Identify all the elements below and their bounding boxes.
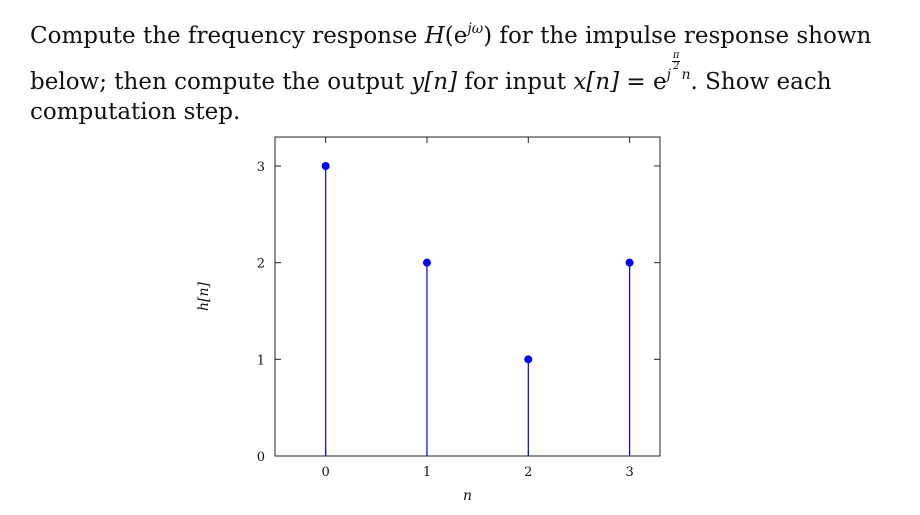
math-e: (e bbox=[444, 23, 468, 49]
y-tick-label: 3 bbox=[257, 160, 265, 175]
y-tick-label: 1 bbox=[257, 353, 265, 368]
fraction-denominator: 2 bbox=[673, 61, 680, 72]
y-tick-label: 2 bbox=[257, 257, 265, 272]
y-tick-label: 0 bbox=[257, 450, 265, 465]
math-H: H bbox=[424, 23, 445, 49]
problem-text: for the impulse response shown bbox=[492, 23, 872, 49]
math-equals-e: = e bbox=[619, 69, 667, 95]
stem-marker bbox=[321, 162, 330, 170]
problem-line-2: below; then compute the output y[n] for … bbox=[30, 51, 890, 97]
fraction-numerator: π bbox=[671, 50, 681, 62]
x-tick-label: 0 bbox=[322, 465, 330, 480]
x-tick-label: 3 bbox=[625, 465, 633, 480]
problem-statement: Compute the frequency response H(ejω) fo… bbox=[30, 14, 890, 127]
stem-marker bbox=[524, 355, 533, 364]
problem-text: below; then compute the output bbox=[30, 69, 412, 95]
y-axis-label: h[n] bbox=[196, 281, 212, 310]
problem-text: for input bbox=[457, 69, 574, 95]
math-j: j bbox=[666, 67, 671, 83]
problem-text: Compute the frequency response bbox=[30, 23, 425, 49]
math-x: x[n] bbox=[573, 69, 620, 95]
math-paren: ) bbox=[483, 23, 493, 49]
x-tick-label: 1 bbox=[423, 465, 431, 480]
problem-text: . Show each bbox=[690, 69, 832, 95]
math-exponent: jω bbox=[467, 21, 484, 37]
math-y: y[n] bbox=[411, 69, 458, 95]
math-n: n bbox=[681, 67, 691, 83]
plot-frame bbox=[274, 136, 661, 457]
problem-line-3: computation step. bbox=[30, 99, 241, 125]
problem-line-1: Compute the frequency response H(ejω) fo… bbox=[30, 14, 890, 51]
x-tick-label: 2 bbox=[524, 465, 532, 480]
x-axis-label: n bbox=[463, 488, 472, 504]
stem-marker bbox=[625, 258, 634, 267]
stem-marker bbox=[422, 258, 431, 267]
